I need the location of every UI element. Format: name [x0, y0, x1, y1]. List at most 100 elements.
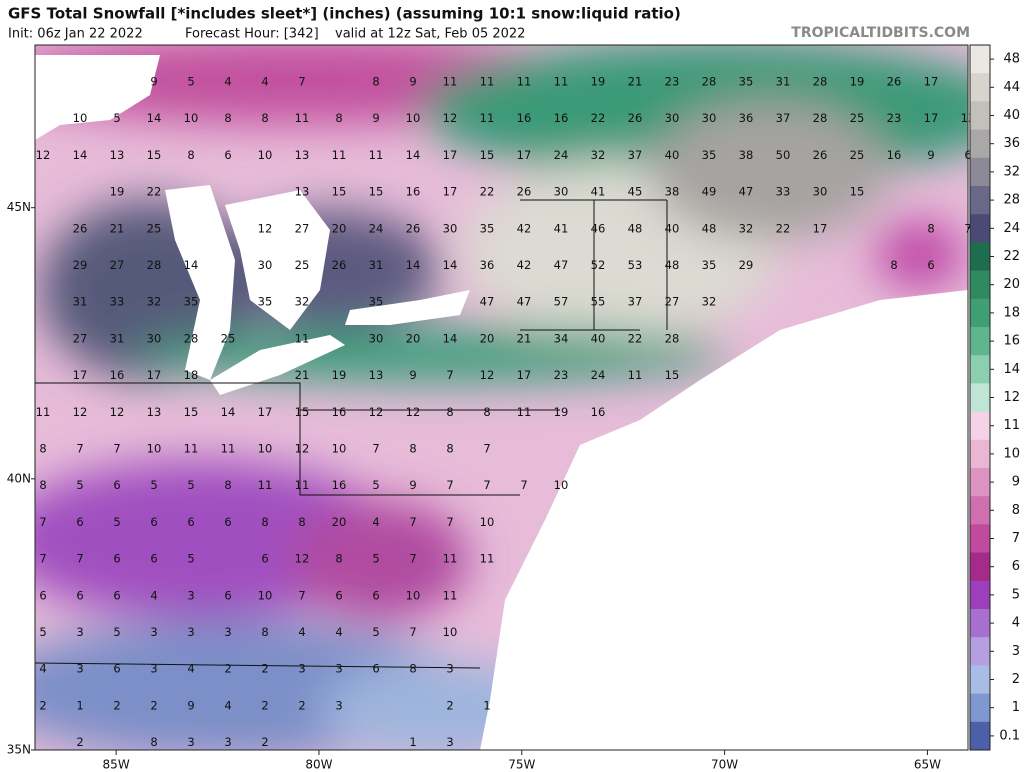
credit: TROPICALTIDBITS.COM — [791, 25, 970, 41]
point-value: 5 — [372, 478, 379, 492]
point-value: 14 — [221, 405, 236, 419]
point-value: 40 — [665, 221, 680, 235]
point-value: 8 — [446, 405, 453, 419]
point-value: 11 — [258, 478, 273, 492]
point-value: 16 — [554, 111, 569, 125]
point-value: 4 — [150, 588, 157, 602]
colorbar-label: 6 — [1012, 559, 1020, 574]
point-value: 35 — [480, 221, 495, 235]
point-value: 37 — [776, 111, 791, 125]
point-value: 15 — [369, 185, 384, 199]
point-value: 15 — [184, 405, 199, 419]
point-value: 10 — [184, 111, 199, 125]
colorbar-swatch — [970, 242, 990, 272]
point-value: 6 — [39, 588, 46, 602]
colorbar-swatch — [970, 270, 990, 300]
point-value: 8 — [409, 662, 416, 676]
point-value: 26 — [332, 258, 347, 272]
point-value: 41 — [554, 221, 569, 235]
colorbar-label: 3 — [1012, 644, 1020, 659]
point-value: 25 — [295, 258, 310, 272]
forecast-hour: Forecast Hour: [342] — [185, 27, 319, 42]
map-frame — [34, 44, 969, 751]
point-value: 17 — [147, 368, 162, 382]
point-value: 17 — [73, 368, 88, 382]
point-value: 32 — [591, 148, 606, 162]
colorbar-swatch — [970, 580, 990, 610]
point-value: 8 — [335, 111, 342, 125]
point-value: 21 — [517, 331, 532, 345]
point-value: 11 — [36, 405, 51, 419]
colorbar-label: 20 — [1003, 277, 1020, 292]
point-value: 14 — [443, 258, 458, 272]
colorbar-swatch — [970, 45, 990, 74]
point-value: 17 — [443, 148, 458, 162]
point-value: 57 — [554, 295, 569, 309]
point-value: 6 — [113, 588, 120, 602]
colorbar-swatch — [970, 609, 990, 638]
point-value: 8 — [409, 442, 416, 456]
point-value: 35 — [184, 295, 199, 309]
point-value: 16 — [110, 368, 125, 382]
point-value: 14 — [147, 111, 162, 125]
point-value: 19 — [110, 185, 125, 199]
point-value: 3 — [150, 662, 157, 676]
point-value: 40 — [591, 331, 606, 345]
colorbar-swatch — [970, 637, 990, 666]
colorbar-swatch — [970, 665, 990, 695]
x-tick-label: 85W — [103, 758, 130, 772]
point-value: 42 — [517, 258, 532, 272]
point-value: 8 — [224, 478, 231, 492]
point-value: 35 — [369, 295, 384, 309]
point-value: 23 — [887, 111, 902, 125]
point-value: 3 — [76, 625, 83, 639]
point-value: 19 — [850, 75, 865, 89]
point-value: 3 — [150, 625, 157, 639]
point-value: 3 — [187, 588, 194, 602]
colorbar-swatch — [970, 524, 990, 554]
point-value: 55 — [591, 295, 606, 309]
point-value: 9 — [409, 368, 416, 382]
point-value: 10 — [406, 111, 421, 125]
point-value: 14 — [73, 148, 88, 162]
point-value: 53 — [628, 258, 643, 272]
point-value: 6 — [224, 588, 231, 602]
point-value: 47 — [480, 295, 495, 309]
point-value: 50 — [776, 148, 791, 162]
colorbar-label: 7 — [1012, 531, 1020, 546]
point-value: 16 — [332, 478, 347, 492]
point-value: 30 — [665, 111, 680, 125]
point-value: 24 — [369, 221, 384, 235]
colorbar-swatch — [970, 496, 990, 525]
point-value: 26 — [517, 185, 532, 199]
point-value: 10 — [332, 442, 347, 456]
colorbar-label: 10 — [1003, 446, 1020, 461]
point-value: 17 — [924, 111, 939, 125]
point-value: 1 — [76, 698, 83, 712]
point-value: 23 — [554, 368, 569, 382]
colorbar-swatch — [970, 157, 990, 187]
point-value: 15 — [147, 148, 162, 162]
point-value: 35 — [702, 148, 717, 162]
point-value: 52 — [591, 258, 606, 272]
colorbar-label: 0.1 — [999, 728, 1020, 743]
point-value: 45 — [628, 185, 643, 199]
point-value: 4 — [224, 75, 231, 89]
point-value: 25 — [221, 331, 236, 345]
point-value: 7 — [298, 75, 305, 89]
point-value: 17 — [813, 221, 828, 235]
point-value: 15 — [665, 368, 680, 382]
colorbar-frame — [969, 44, 991, 751]
point-value: 18 — [184, 368, 199, 382]
point-value: 26 — [73, 221, 88, 235]
point-value: 37 — [628, 295, 643, 309]
point-value: 9 — [372, 111, 379, 125]
colorbar-label: 12 — [1003, 390, 1020, 405]
colorbar-swatch — [970, 355, 990, 384]
point-value: 1 — [483, 698, 490, 712]
point-value: 49 — [702, 185, 717, 199]
point-value: 6 — [113, 478, 120, 492]
point-value: 7 — [113, 442, 120, 456]
point-value: 5 — [187, 552, 194, 566]
colorbar-label: 14 — [1003, 362, 1020, 377]
